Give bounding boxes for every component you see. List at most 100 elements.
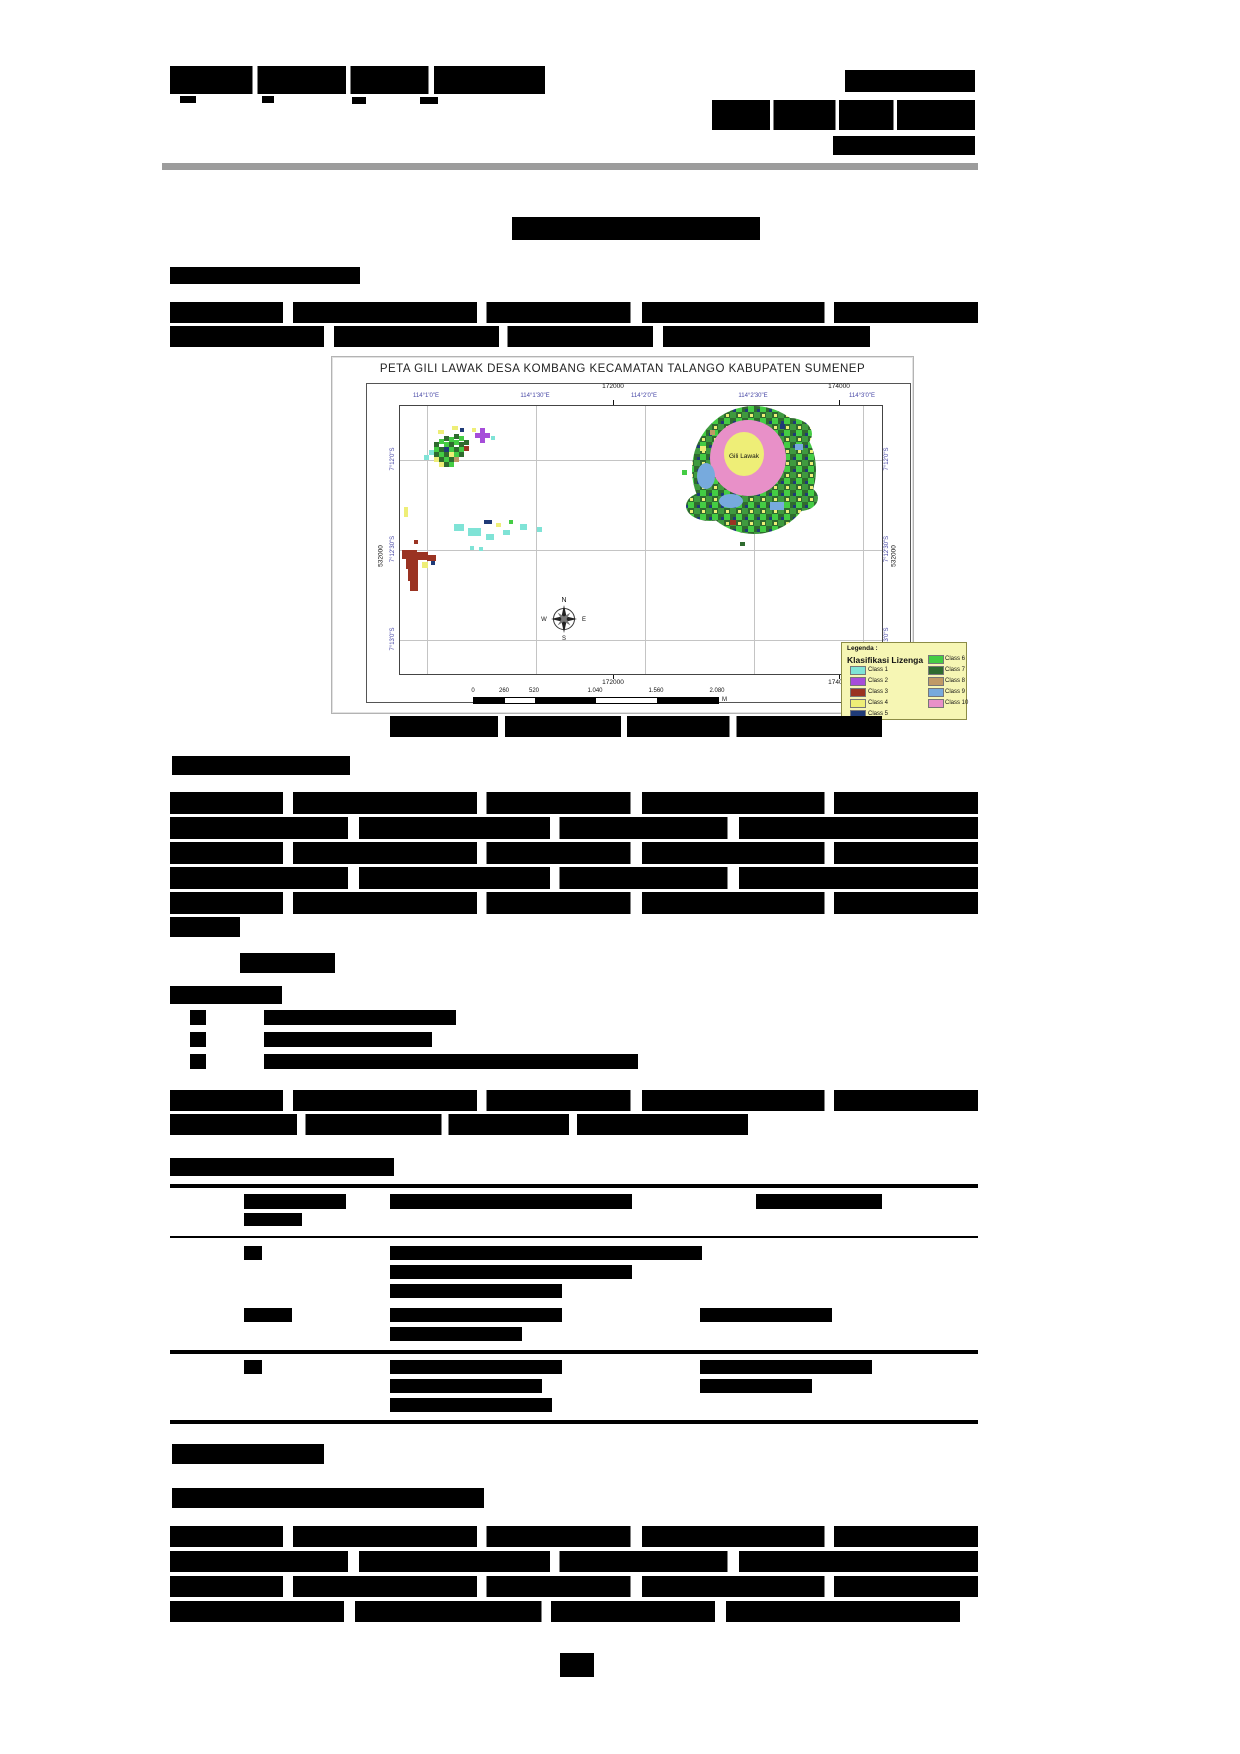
redacted-table-cell bbox=[390, 1360, 562, 1374]
redacted-paragraph-line bbox=[170, 792, 978, 814]
lon-label-top-3: 114°2'0"E bbox=[631, 393, 657, 399]
map-legend: Legenda : Klasifikasi Lizenga Class 6 Cl… bbox=[841, 642, 969, 720]
graticule-line bbox=[400, 460, 882, 461]
redacted-paragraph-line bbox=[170, 1114, 748, 1135]
redacted-header-right-1 bbox=[845, 70, 975, 92]
table-rule-bottom bbox=[170, 1420, 978, 1424]
legend-label-class4: Class 4 bbox=[868, 700, 889, 706]
island-name-label: Gili Lawak bbox=[729, 453, 760, 460]
redacted-paragraph-line bbox=[170, 917, 240, 937]
redacted-table-header-cell bbox=[244, 1213, 302, 1226]
scale-unit: M bbox=[722, 697, 727, 703]
utm-easting-top-2: 174000 bbox=[828, 383, 850, 390]
redacted-paragraph-line bbox=[170, 1090, 978, 1111]
redacted-paragraph-line bbox=[170, 1551, 978, 1572]
redacted-list-intro bbox=[170, 986, 282, 1004]
utm-easting-bottom-2: 174000 bbox=[828, 679, 850, 686]
redacted-table-cell bbox=[390, 1246, 702, 1260]
legend-label-class10: Class 10 bbox=[945, 700, 969, 706]
table-rule-mid bbox=[170, 1350, 978, 1354]
redacted-header-left bbox=[170, 66, 545, 94]
scale-bar-segments bbox=[473, 697, 719, 704]
redacted-formula bbox=[240, 953, 335, 973]
redacted-section-heading-3 bbox=[172, 1444, 324, 1464]
classified-raster-islands: Gili Lawak bbox=[402, 406, 818, 591]
compass-s: S bbox=[562, 636, 566, 642]
scatter-pixels bbox=[404, 507, 542, 551]
legend-label-class6: Class 6 bbox=[945, 656, 966, 662]
redacted-mark bbox=[420, 97, 438, 104]
legend-swatch-class8 bbox=[928, 677, 944, 686]
redacted-list-bullet bbox=[190, 1010, 206, 1025]
legend-swatch-class2 bbox=[850, 677, 866, 686]
brown-blob-pixels bbox=[402, 540, 436, 591]
redacted-mark bbox=[352, 97, 366, 104]
legend-label-class5: Class 5 bbox=[868, 711, 889, 717]
graticule-line bbox=[536, 406, 537, 674]
utm-northing-left: 532000 bbox=[377, 545, 385, 567]
redacted-table-cell bbox=[700, 1360, 872, 1374]
redacted-section-heading-1 bbox=[170, 267, 360, 284]
redacted-paragraph-line bbox=[170, 867, 978, 889]
redacted-list-bullet bbox=[190, 1054, 206, 1069]
redacted-paragraph-line bbox=[170, 1601, 960, 1622]
utm-easting-bottom-1: 172000 bbox=[602, 679, 624, 686]
redacted-list-item bbox=[264, 1010, 456, 1025]
compass-rose-icon: N W E S bbox=[540, 594, 588, 642]
legend-swatch-class3 bbox=[850, 688, 866, 697]
lat-label-left-3: 7°13'0"S bbox=[390, 627, 396, 651]
redacted-paragraph-line bbox=[170, 817, 978, 839]
scale-tick: 260 bbox=[498, 688, 510, 694]
legend-label-class8: Class 8 bbox=[945, 678, 966, 684]
redacted-subsection-heading bbox=[172, 1488, 484, 1508]
redacted-table-cell bbox=[700, 1379, 812, 1393]
redacted-list-bullet bbox=[190, 1032, 206, 1047]
utm-northing-right: 532000 bbox=[890, 545, 898, 567]
legend-swatch-class4 bbox=[850, 699, 866, 708]
utm-tick bbox=[613, 400, 614, 405]
redacted-list-item bbox=[264, 1054, 638, 1069]
compass-n: N bbox=[561, 597, 566, 604]
redacted-table-cell bbox=[390, 1379, 542, 1393]
map-title: PETA GILI LAWAK DESA KOMBANG KECAMATAN T… bbox=[379, 363, 866, 375]
legend-title: Legenda : bbox=[847, 645, 878, 652]
redacted-section-heading-2 bbox=[172, 756, 350, 775]
redacted-table-cell bbox=[244, 1360, 262, 1374]
scale-tick: 520 bbox=[528, 688, 540, 694]
graticule-line bbox=[863, 406, 864, 674]
legend-swatch-class7 bbox=[928, 666, 944, 675]
redacted-table-cell bbox=[390, 1398, 552, 1412]
compass-e: E bbox=[582, 617, 586, 623]
redacted-mark bbox=[180, 96, 196, 103]
lat-label-left-1: 7°12'0"S bbox=[390, 447, 396, 471]
table-rule-header bbox=[170, 1236, 978, 1238]
redacted-table-cell bbox=[390, 1308, 562, 1322]
lat-label-right-1: 7°12'0"S bbox=[884, 447, 890, 471]
redacted-table-header-cell bbox=[390, 1194, 632, 1209]
redacted-paragraph-line bbox=[170, 1526, 978, 1547]
legend-label-class7: Class 7 bbox=[945, 667, 966, 673]
redacted-article-title bbox=[512, 217, 760, 240]
graticule-line bbox=[645, 406, 646, 674]
redacted-figure-caption bbox=[390, 716, 882, 737]
lon-label-top-1: 114°1'0"E bbox=[413, 393, 439, 399]
gili-lawak-island: Gili Lawak bbox=[682, 406, 818, 546]
map-figure: PETA GILI LAWAK DESA KOMBANG KECAMATAN T… bbox=[331, 356, 968, 720]
legend-label-class1: Class 1 bbox=[868, 667, 889, 673]
header-divider-rule bbox=[162, 163, 978, 170]
legend-label-class2: Class 2 bbox=[868, 678, 889, 684]
redacted-table-cell bbox=[244, 1308, 292, 1322]
graticule-line bbox=[754, 406, 755, 674]
redacted-paragraph-line bbox=[170, 302, 978, 323]
scale-tick: 0 bbox=[471, 688, 475, 694]
legend-swatch-class9 bbox=[928, 688, 944, 697]
small-island-pixels bbox=[424, 426, 495, 467]
redacted-mark bbox=[262, 96, 274, 103]
utm-easting-top-1: 172000 bbox=[602, 383, 624, 390]
redacted-header-right-2 bbox=[712, 100, 975, 130]
graticule-line bbox=[427, 406, 428, 674]
legend-swatch-class1 bbox=[850, 666, 866, 675]
scale-tick: 1.040 bbox=[587, 688, 603, 694]
map-plot-area: Gili Lawak N W E S 0 260 520 bbox=[399, 405, 968, 720]
